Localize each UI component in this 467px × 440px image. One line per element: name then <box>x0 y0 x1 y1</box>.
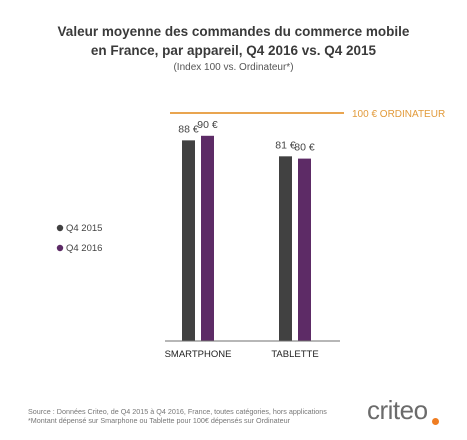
chart-subtitle: (Index 100 vs. Ordinateur*) <box>173 62 294 73</box>
category-label: SMARTPHONE <box>165 349 232 360</box>
chart-title-line1: Valeur moyenne des commandes du commerce… <box>57 24 410 39</box>
legend-item: Q4 2015 <box>66 223 102 234</box>
legend-marker-icon <box>56 224 64 232</box>
bar-q4-2016-tablette <box>298 158 311 341</box>
chart-title: Valeur moyenne des commandes du commerce… <box>0 22 467 60</box>
data-label: 88 € <box>178 123 199 135</box>
bar-q4-2015-smartphone <box>182 140 195 341</box>
footer-notes: Source : Données Criteo, de Q4 2015 à Q4… <box>28 407 327 425</box>
bar-q4-2015-tablette <box>279 156 292 341</box>
bar-q4-2016-smartphone <box>201 135 214 341</box>
chart-title-line2: en France, par appareil, Q4 2016 vs. Q4 … <box>90 43 377 58</box>
data-label: 81 € <box>275 139 296 151</box>
data-label: 80 € <box>294 142 315 154</box>
criteo-logo: criteo <box>367 395 428 425</box>
logo-dot-icon <box>432 418 439 425</box>
legend-item: Q4 2016 <box>66 243 102 254</box>
category-label: TABLETTE <box>271 349 318 360</box>
footer-source: Source : Données Criteo, de Q4 2015 à Q4… <box>28 407 327 416</box>
reference-line-label: 100 € ORDINATEUR <box>352 109 445 120</box>
data-label: 90 € <box>197 119 218 131</box>
legend-marker-icon <box>56 244 64 252</box>
footer-note: *Montant dépensé sur Smarphone ou Tablet… <box>28 416 290 425</box>
